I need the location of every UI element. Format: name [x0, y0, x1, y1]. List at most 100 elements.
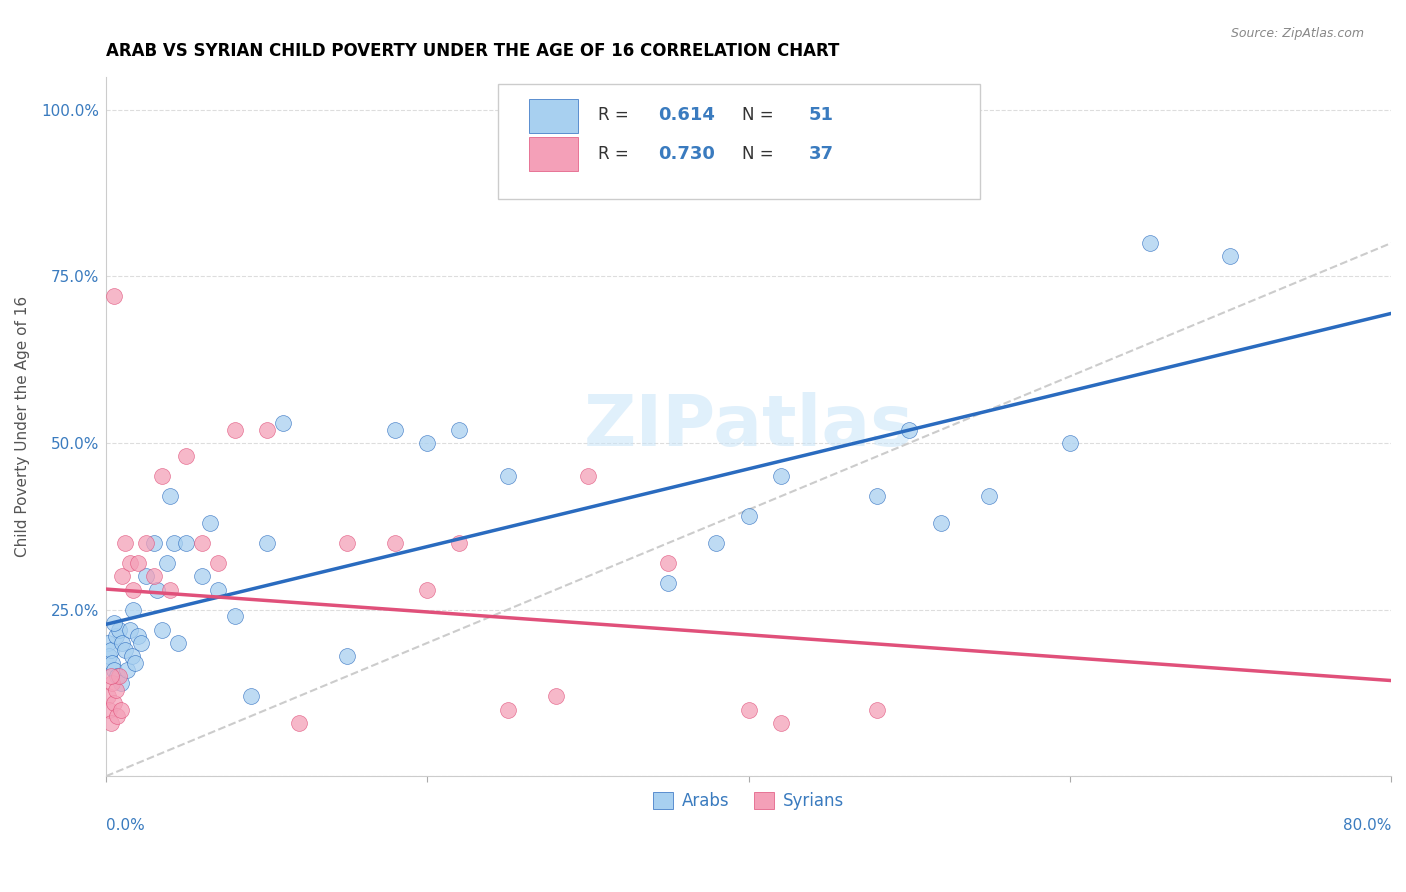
Point — [104, 682, 127, 697]
Point — [98, 649, 121, 664]
Point — [737, 509, 759, 524]
Point — [769, 715, 792, 730]
Point — [200, 516, 222, 530]
Point — [706, 536, 728, 550]
Point — [122, 602, 145, 616]
Point — [657, 556, 679, 570]
Text: R =: R = — [598, 106, 634, 124]
Point — [576, 469, 599, 483]
Point — [496, 469, 519, 483]
FancyBboxPatch shape — [498, 84, 980, 199]
Point — [101, 656, 124, 670]
Point — [336, 536, 359, 550]
Point — [336, 649, 359, 664]
Text: 0.0%: 0.0% — [105, 818, 145, 833]
Point — [384, 423, 406, 437]
Point — [150, 469, 173, 483]
Point — [150, 623, 173, 637]
Y-axis label: Child Poverty Under the Age of 16: Child Poverty Under the Age of 16 — [15, 296, 30, 557]
Point — [97, 690, 120, 704]
FancyBboxPatch shape — [529, 99, 578, 133]
Point — [124, 656, 146, 670]
Point — [979, 489, 1001, 503]
Point — [100, 669, 122, 683]
Point — [657, 576, 679, 591]
Point — [496, 702, 519, 716]
Point — [1059, 436, 1081, 450]
Point — [127, 629, 149, 643]
Point — [866, 489, 889, 503]
Point — [544, 690, 567, 704]
Point — [143, 536, 166, 550]
Text: ARAB VS SYRIAN CHILD POVERTY UNDER THE AGE OF 16 CORRELATION CHART: ARAB VS SYRIAN CHILD POVERTY UNDER THE A… — [105, 42, 839, 60]
Point — [866, 702, 889, 716]
Point — [449, 536, 471, 550]
Point — [111, 636, 134, 650]
Point — [162, 536, 184, 550]
Point — [135, 569, 157, 583]
Point — [131, 636, 153, 650]
Point — [224, 609, 246, 624]
Point — [104, 629, 127, 643]
Point — [121, 649, 143, 664]
Text: Source: ZipAtlas.com: Source: ZipAtlas.com — [1230, 27, 1364, 40]
Point — [143, 569, 166, 583]
Legend: Arabs, Syrians: Arabs, Syrians — [647, 785, 851, 817]
Point — [224, 423, 246, 437]
Point — [105, 709, 128, 723]
Point — [103, 615, 125, 630]
Text: ZIPatlas: ZIPatlas — [583, 392, 914, 461]
Point — [103, 696, 125, 710]
Point — [416, 582, 439, 597]
Point — [105, 669, 128, 683]
Text: N =: N = — [742, 145, 779, 162]
Point — [111, 569, 134, 583]
Point — [120, 556, 142, 570]
Point — [156, 556, 179, 570]
Point — [98, 702, 121, 716]
Point — [416, 436, 439, 450]
Point — [103, 663, 125, 677]
Point — [898, 423, 921, 437]
Point — [737, 702, 759, 716]
Point — [146, 582, 169, 597]
Point — [159, 582, 181, 597]
Text: 37: 37 — [808, 145, 834, 162]
Point — [167, 636, 190, 650]
Text: N =: N = — [742, 106, 779, 124]
Point — [384, 536, 406, 550]
Point — [239, 690, 262, 704]
Point — [135, 536, 157, 550]
Point — [108, 669, 131, 683]
Point — [108, 623, 131, 637]
Point — [120, 623, 142, 637]
Text: 0.730: 0.730 — [658, 145, 716, 162]
Point — [103, 289, 125, 303]
Point — [122, 582, 145, 597]
Point — [100, 642, 122, 657]
Text: 0.614: 0.614 — [658, 106, 716, 124]
Point — [110, 676, 132, 690]
Text: R =: R = — [598, 145, 634, 162]
Point — [191, 569, 214, 583]
Point — [127, 556, 149, 570]
Point — [115, 663, 138, 677]
Point — [176, 536, 198, 550]
Point — [288, 715, 311, 730]
Point — [159, 489, 181, 503]
Point — [191, 536, 214, 550]
Point — [929, 516, 952, 530]
Point — [110, 702, 132, 716]
Text: 80.0%: 80.0% — [1343, 818, 1391, 833]
Point — [256, 423, 278, 437]
Point — [114, 642, 136, 657]
Point — [1219, 250, 1241, 264]
Point — [100, 715, 122, 730]
Point — [207, 556, 229, 570]
Point — [97, 636, 120, 650]
Point — [101, 676, 124, 690]
Point — [114, 536, 136, 550]
Point — [769, 469, 792, 483]
Point — [449, 423, 471, 437]
Text: 51: 51 — [808, 106, 834, 124]
